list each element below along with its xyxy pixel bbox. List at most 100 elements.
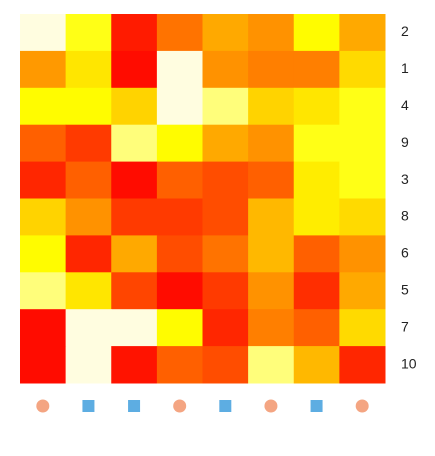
heat-cell (248, 235, 295, 273)
heat-cell (20, 235, 67, 273)
heat-cell (202, 14, 249, 52)
heat-cell (293, 346, 340, 384)
heat-cell (65, 161, 112, 199)
heat-cell (20, 272, 67, 310)
heat-cell (156, 235, 203, 273)
heat-cell (65, 272, 112, 310)
row-label: 1 (401, 60, 409, 76)
heat-cell (156, 161, 203, 199)
heat-cell (111, 309, 158, 347)
heat-cell (20, 309, 67, 347)
row-label: 8 (401, 208, 409, 224)
heat-cell (293, 87, 340, 126)
heat-cell (248, 198, 295, 236)
heat-cell (156, 346, 203, 384)
heat-cell (111, 87, 158, 126)
heat-cell (111, 161, 158, 199)
heat-cell (248, 346, 295, 384)
heat-cell (111, 235, 158, 273)
heat-cell (111, 50, 158, 89)
heat-cell (202, 87, 249, 126)
heat-cell (339, 272, 386, 310)
heat-cell (202, 272, 249, 310)
heat-cell (248, 50, 295, 89)
heat-cell (20, 346, 67, 384)
heat-cell (248, 124, 295, 163)
column-marker-circle (36, 399, 50, 413)
heat-cell (339, 235, 386, 273)
column-marker-square (310, 400, 323, 412)
heat-cell (293, 124, 340, 163)
row-label: 4 (401, 97, 409, 113)
heat-cell (293, 161, 340, 199)
heat-cell (20, 124, 67, 163)
heat-cell (339, 161, 386, 199)
column-marker-circle (173, 399, 187, 413)
heat-cell (202, 309, 249, 347)
heat-cell (65, 309, 112, 347)
row-label: 5 (401, 281, 409, 297)
row-label: 10 (401, 355, 417, 371)
heat-cell (65, 198, 112, 236)
heat-cell (156, 50, 203, 89)
column-marker-square (219, 400, 232, 412)
heat-cell (65, 124, 112, 163)
heat-cell (65, 87, 112, 126)
heat-cell (339, 87, 386, 126)
row-label: 7 (401, 318, 409, 334)
heat-cell (202, 346, 249, 384)
heat-cell (65, 50, 112, 89)
column-marker-square (82, 400, 95, 412)
heat-cell (65, 235, 112, 273)
heat-cell (20, 50, 67, 89)
heat-cell (339, 50, 386, 89)
heat-cell (339, 346, 386, 384)
heat-cell (202, 161, 249, 199)
heat-cell (156, 309, 203, 347)
heat-cell (339, 309, 386, 347)
heat-cell (111, 346, 158, 384)
heat-cell (248, 309, 295, 347)
heat-cell (248, 87, 295, 126)
heat-cell (65, 346, 112, 384)
heat-cell (156, 272, 203, 310)
heat-cell (20, 14, 67, 52)
heat-cell (202, 124, 249, 163)
heat-cell (156, 14, 203, 52)
heat-cell (202, 198, 249, 236)
heat-cell (293, 198, 340, 236)
heat-cell (339, 14, 386, 52)
heat-cell (20, 198, 67, 236)
heat-cell (202, 235, 249, 273)
row-label: 2 (401, 23, 409, 39)
row-label: 3 (401, 171, 409, 187)
heat-cell (111, 272, 158, 310)
heat-cell (156, 87, 203, 126)
heat-cell (248, 272, 295, 310)
heat-cell (111, 124, 158, 163)
heat-cell (20, 87, 67, 126)
heat-cell (293, 235, 340, 273)
heat-cell (293, 309, 340, 347)
heat-cell (156, 198, 203, 236)
heat-cell (20, 161, 67, 199)
row-label: 6 (401, 245, 409, 261)
heat-cell (293, 50, 340, 89)
heat-cell (65, 14, 112, 52)
heat-cell (293, 272, 340, 310)
heat-cell (248, 161, 295, 199)
heat-cell (248, 14, 295, 52)
heat-cell (202, 50, 249, 89)
heat-cell (111, 198, 158, 236)
heat-cell (293, 14, 340, 52)
column-marker-circle (355, 399, 369, 413)
heat-cell (156, 124, 203, 163)
heat-cell (339, 198, 386, 236)
row-label: 9 (401, 134, 409, 150)
column-marker-circle (264, 399, 278, 413)
column-marker-square (128, 400, 141, 412)
heat-cell (111, 14, 158, 52)
heat-cell (339, 124, 386, 163)
